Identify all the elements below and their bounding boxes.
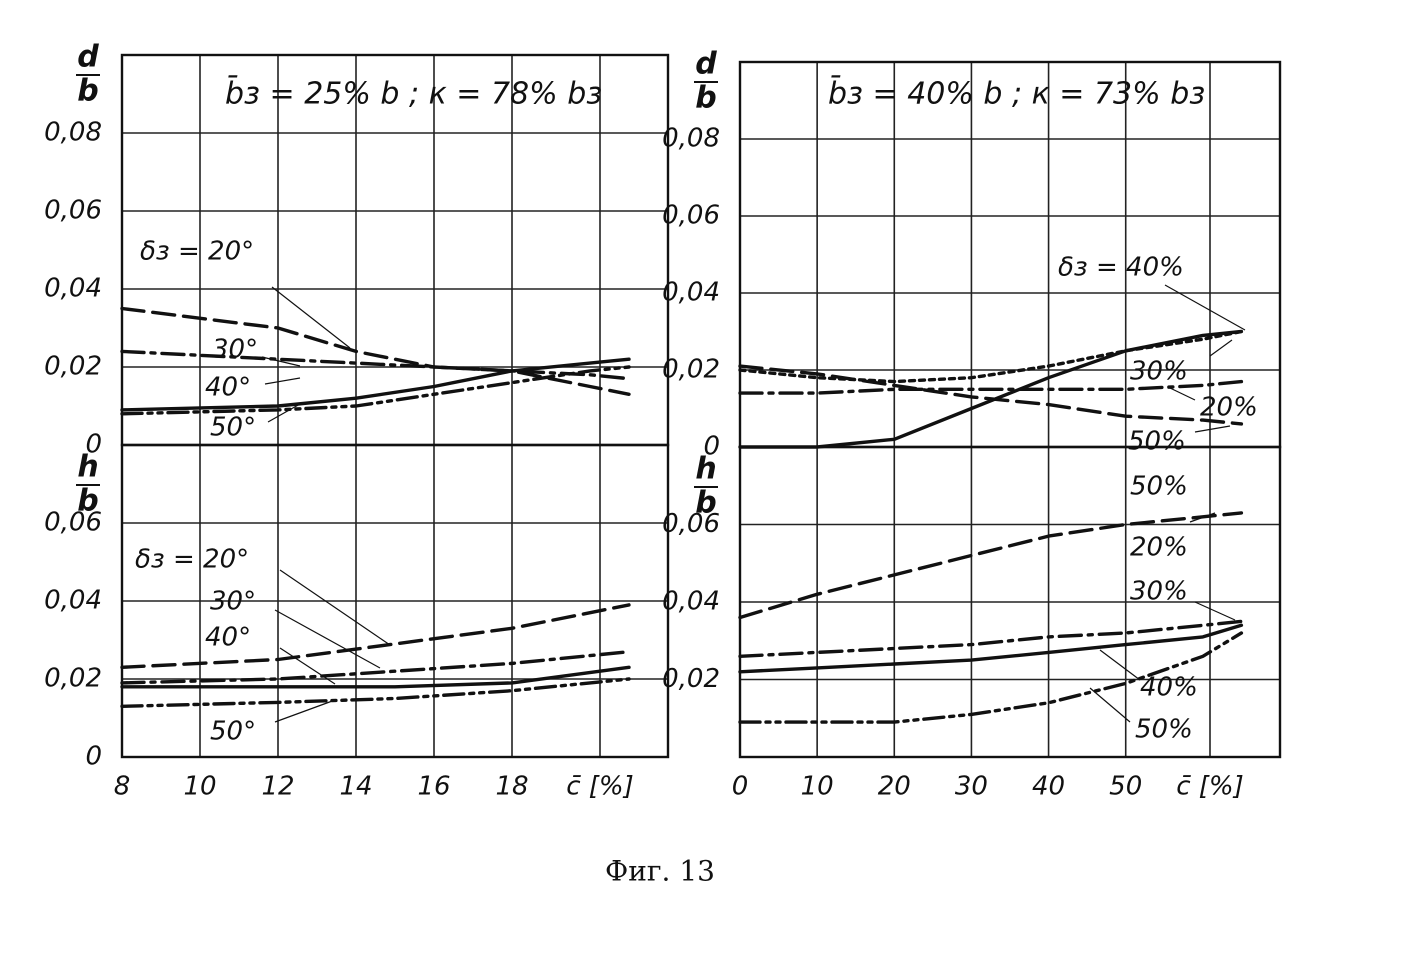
series-line: [120, 349, 631, 381]
y-tick-label: 0,02: [44, 352, 102, 382]
y-tick-label: 0,06: [44, 508, 102, 538]
y-tick-label: 0,06: [662, 201, 720, 231]
series-label: 30%: [1130, 577, 1188, 607]
y-tick-label: 0,08: [44, 118, 102, 148]
series-line: [120, 365, 631, 416]
x-axis-label: c̄ [%]: [1176, 772, 1244, 802]
series-line: [120, 306, 631, 396]
series-label: 50°: [210, 413, 256, 443]
x-tick-label: 0: [732, 772, 749, 802]
x-tick-label: 8: [114, 772, 131, 802]
x-axis-label: c̄ [%]: [566, 772, 634, 802]
y-tick-label: 0,02: [44, 664, 102, 694]
y-tick-label: 0,04: [44, 274, 102, 304]
leader-line: [271, 286, 351, 349]
leader-line: [1099, 649, 1141, 681]
series-label: δз = 40%: [1058, 253, 1184, 283]
leader-line: [274, 699, 336, 723]
x-tick-label: 10: [183, 772, 216, 802]
leader-line: [261, 356, 301, 367]
y-axis-label: b: [77, 484, 98, 519]
leader-line: [1194, 601, 1236, 621]
x-tick-label: 50: [1109, 772, 1142, 802]
x-tick-label: 10: [801, 772, 834, 802]
series-label: 40%: [1140, 673, 1198, 703]
series-label: 50%: [1128, 427, 1186, 457]
series-label: 30°: [212, 335, 258, 365]
caption: Фиг. 13: [605, 855, 715, 888]
series-label: 30%: [1130, 357, 1188, 387]
y-tick-label: 0,06: [662, 509, 720, 539]
y-axis-label: d: [695, 47, 717, 82]
series-label: 50°: [210, 717, 256, 747]
y-axis-label: b: [695, 486, 716, 521]
leader-line: [1209, 339, 1233, 357]
leader-line: [1164, 284, 1246, 331]
y-tick-label: 0: [85, 742, 102, 772]
y-axis-label: d: [77, 40, 99, 75]
leader-line: [274, 609, 381, 669]
y-tick-label: 0,02: [662, 355, 720, 385]
leader-line: [264, 377, 301, 385]
series-label: 40°: [205, 623, 251, 653]
plot-frame: [120, 443, 670, 759]
y-axis-label: h: [695, 452, 716, 487]
series-line: [738, 379, 1244, 395]
leader-line: [1189, 512, 1216, 523]
y-axis-label: b: [77, 74, 98, 109]
leader-line: [1169, 387, 1196, 401]
y-tick-label: 0,08: [662, 124, 720, 154]
y-tick-label: 0,04: [662, 278, 720, 308]
series-label: δз = 20°: [135, 545, 249, 575]
chart-title: b̄з = 25% b ; к = 78% bз: [225, 75, 602, 111]
series-line: [738, 364, 1244, 426]
x-tick-label: 40: [1032, 772, 1065, 802]
chart-title: b̄з = 40% b ; к = 73% bз: [828, 75, 1205, 111]
series-line: [738, 623, 1244, 674]
y-axis-label: b: [695, 81, 716, 116]
series-label: 30°: [210, 587, 256, 617]
series-label: δз = 20°: [140, 237, 254, 267]
series-line: [120, 677, 631, 708]
series-line: [738, 619, 1244, 658]
x-tick-label: 18: [495, 772, 528, 802]
leader-line: [1194, 425, 1231, 433]
series-line: [120, 357, 631, 412]
y-tick-label: 0: [703, 432, 720, 462]
leader-line: [1089, 687, 1131, 723]
x-tick-label: 16: [417, 772, 450, 802]
series-label: 40°: [205, 373, 251, 403]
plot-frame: [738, 445, 1282, 759]
series-label: 20%: [1200, 393, 1258, 423]
series-label: 20%: [1130, 533, 1188, 563]
annotation: 50%: [1130, 472, 1188, 502]
x-tick-label: 14: [339, 772, 372, 802]
series-line: [738, 511, 1244, 620]
y-tick-label: 0,04: [662, 587, 720, 617]
leader-line: [267, 403, 301, 423]
x-tick-label: 12: [261, 772, 294, 802]
series-line: [738, 329, 1244, 449]
y-axis-label: h: [77, 450, 98, 485]
series-line: [738, 631, 1244, 724]
leader-line: [279, 569, 391, 646]
series-line: [738, 329, 1244, 384]
series-line: [120, 665, 631, 689]
y-tick-label: 0: [85, 430, 102, 460]
series-line: [120, 603, 631, 669]
x-tick-label: 30: [955, 772, 988, 802]
y-tick-label: 0,04: [44, 586, 102, 616]
leader-line: [279, 647, 336, 685]
y-tick-label: 0,06: [44, 196, 102, 226]
x-tick-label: 20: [878, 772, 911, 802]
series-line: [120, 650, 631, 685]
series-label: 50%: [1135, 715, 1193, 745]
y-tick-label: 0,02: [662, 664, 720, 694]
